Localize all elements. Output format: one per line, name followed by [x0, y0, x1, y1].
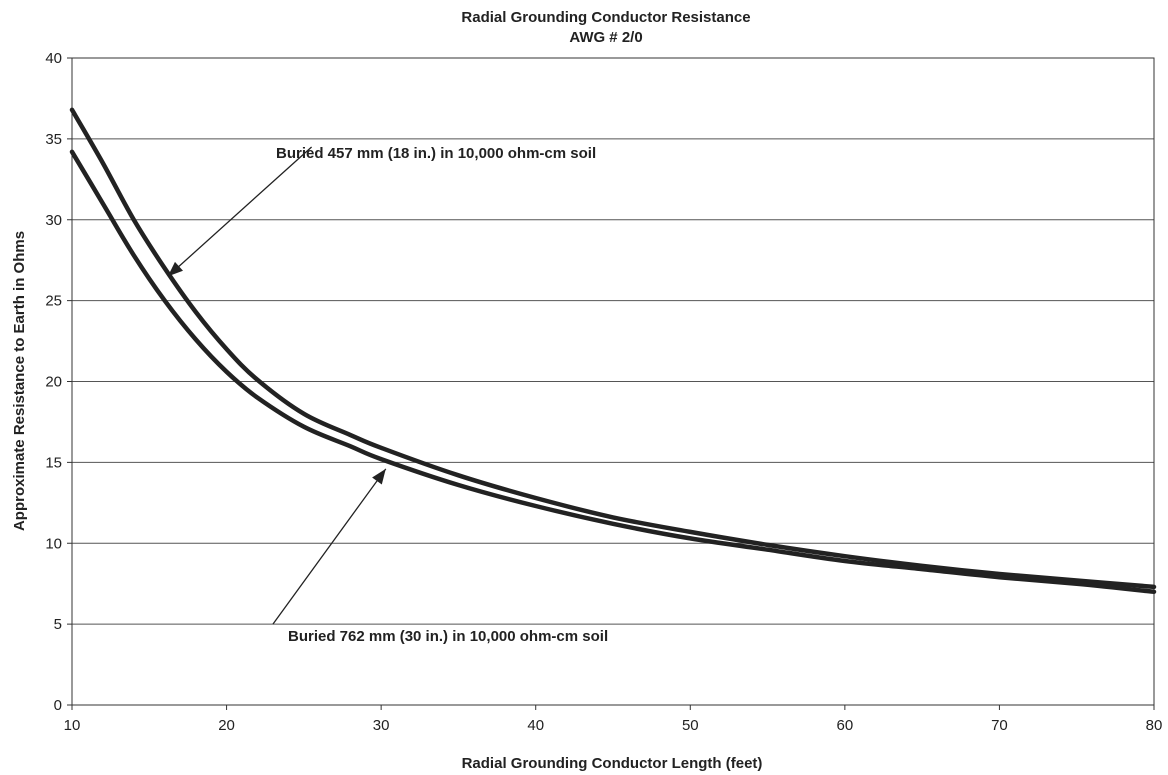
y-axis-label: Approximate Resistance to Earth in Ohms — [11, 231, 28, 531]
y-tick-label: 10 — [45, 535, 62, 552]
annotation-arrowhead-1 — [167, 261, 183, 277]
y-tick-label: 15 — [45, 454, 62, 471]
x-axis-ticks: 10 20 30 40 50 60 70 80 — [64, 705, 1163, 734]
y-tick-label: 5 — [54, 616, 62, 633]
y-axis-ticks: 0 5 10 15 20 25 30 35 40 — [45, 50, 72, 714]
annotations: Buried 457 mm (18 in.) in 10,000 ohm-cm … — [167, 145, 608, 645]
x-tick-label: 40 — [527, 717, 544, 734]
annotation-label-2: Buried 762 mm (30 in.) in 10,000 ohm-cm … — [288, 628, 608, 645]
annotation-label-1: Buried 457 mm (18 in.) in 10,000 ohm-cm … — [276, 145, 596, 162]
x-tick-label: 80 — [1146, 717, 1163, 734]
annotation-arrowhead-2 — [372, 468, 386, 485]
chart-title: Radial Grounding Conductor Resistance — [461, 9, 750, 26]
y-tick-label: 35 — [45, 131, 62, 148]
x-tick-label: 50 — [682, 717, 699, 734]
y-tick-label: 0 — [54, 697, 62, 714]
series-lines — [69, 107, 1157, 595]
y-tick-label: 40 — [45, 50, 62, 67]
x-tick-label: 60 — [837, 717, 854, 734]
annotation-arrow-1 — [167, 146, 313, 277]
series-line-2 — [69, 149, 1157, 595]
y-tick-label: 20 — [45, 374, 62, 391]
x-tick-label: 20 — [218, 717, 235, 734]
gridlines — [72, 138, 1154, 625]
chart-subtitle: AWG # 2/0 — [569, 29, 642, 46]
x-tick-label: 70 — [991, 717, 1008, 734]
y-tick-label: 25 — [45, 293, 62, 310]
x-tick-label: 30 — [373, 717, 390, 734]
x-axis-label: Radial Grounding Conductor Length (feet) — [462, 755, 763, 772]
x-tick-label: 10 — [64, 717, 81, 734]
y-tick-label: 30 — [45, 212, 62, 229]
annotation-arrow-2 — [272, 468, 387, 625]
series-line-1 — [69, 107, 1157, 590]
